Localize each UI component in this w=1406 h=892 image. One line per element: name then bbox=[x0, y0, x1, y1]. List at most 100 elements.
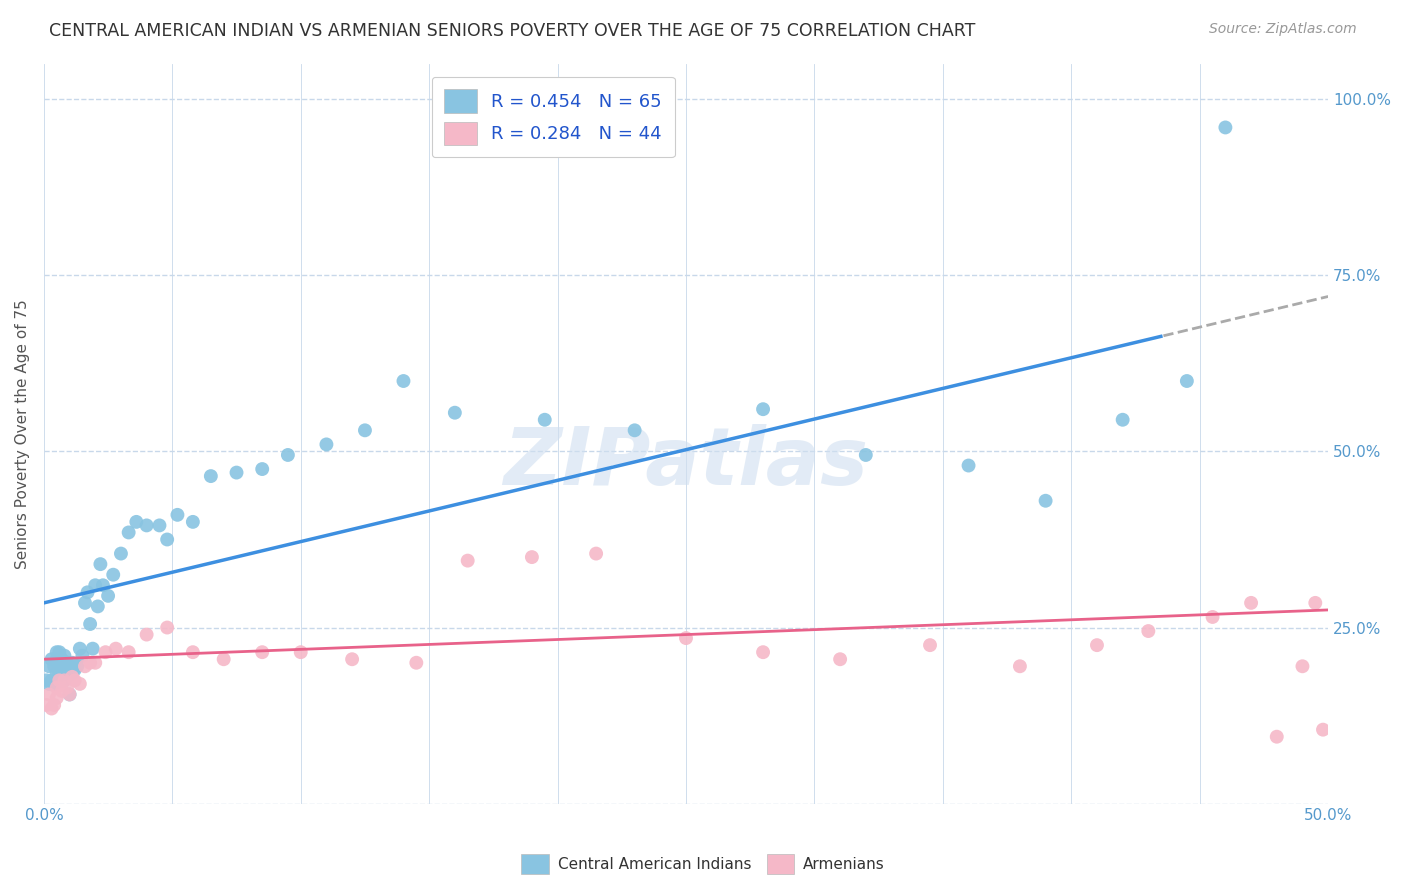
Point bbox=[45, 652, 67, 666]
Point bbox=[675, 631, 697, 645]
Point bbox=[51, 656, 73, 670]
Point bbox=[58, 663, 80, 677]
Point bbox=[63, 663, 86, 677]
Point bbox=[53, 666, 76, 681]
Point bbox=[51, 673, 73, 688]
Point bbox=[41, 673, 63, 688]
Point bbox=[41, 652, 63, 666]
Point bbox=[623, 423, 645, 437]
Text: Source: ZipAtlas.com: Source: ZipAtlas.com bbox=[1209, 22, 1357, 37]
Point bbox=[45, 681, 67, 695]
Point bbox=[89, 557, 111, 571]
Point bbox=[79, 656, 101, 670]
Text: CENTRAL AMERICAN INDIAN VS ARMENIAN SENIORS POVERTY OVER THE AGE OF 75 CORRELATI: CENTRAL AMERICAN INDIAN VS ARMENIAN SENI… bbox=[49, 22, 976, 40]
Point bbox=[118, 525, 141, 540]
Point bbox=[290, 645, 312, 659]
Point bbox=[72, 648, 94, 663]
Point bbox=[63, 673, 86, 688]
Point bbox=[110, 547, 132, 561]
Point bbox=[38, 677, 60, 691]
Point bbox=[69, 677, 91, 691]
Point bbox=[277, 448, 299, 462]
Point bbox=[82, 641, 104, 656]
Point bbox=[156, 533, 179, 547]
Point bbox=[35, 698, 58, 712]
Point bbox=[166, 508, 188, 522]
Point bbox=[200, 469, 222, 483]
Point bbox=[56, 666, 79, 681]
Point bbox=[60, 666, 83, 681]
Point bbox=[1240, 596, 1263, 610]
Point bbox=[340, 652, 363, 666]
Point bbox=[752, 402, 775, 417]
Point bbox=[73, 659, 96, 673]
Point bbox=[405, 656, 427, 670]
Point bbox=[957, 458, 980, 473]
Point bbox=[118, 645, 141, 659]
Point bbox=[45, 645, 67, 659]
Point bbox=[315, 437, 337, 451]
Point bbox=[48, 645, 70, 659]
Point bbox=[84, 578, 107, 592]
Point bbox=[444, 406, 467, 420]
Point bbox=[156, 621, 179, 635]
Point bbox=[520, 550, 543, 565]
Point bbox=[45, 690, 67, 705]
Point bbox=[69, 641, 91, 656]
Point bbox=[1312, 723, 1334, 737]
Point bbox=[1291, 659, 1313, 673]
Point bbox=[1085, 638, 1108, 652]
Point bbox=[53, 673, 76, 688]
Point bbox=[79, 617, 101, 632]
Point bbox=[181, 645, 204, 659]
Point bbox=[48, 666, 70, 681]
Point bbox=[125, 515, 148, 529]
Point bbox=[855, 448, 877, 462]
Point bbox=[1215, 120, 1237, 135]
Point bbox=[38, 659, 60, 673]
Point bbox=[148, 518, 170, 533]
Point bbox=[91, 578, 114, 592]
Point bbox=[60, 670, 83, 684]
Point bbox=[51, 684, 73, 698]
Point bbox=[250, 462, 273, 476]
Point bbox=[212, 652, 235, 666]
Point bbox=[354, 423, 377, 437]
Point bbox=[918, 638, 941, 652]
Point bbox=[1175, 374, 1198, 388]
Point bbox=[830, 652, 852, 666]
Point bbox=[58, 688, 80, 702]
Point bbox=[1137, 624, 1160, 638]
Point bbox=[1201, 610, 1223, 624]
Point bbox=[1035, 493, 1057, 508]
Point bbox=[1265, 730, 1288, 744]
Point bbox=[76, 585, 98, 599]
Point bbox=[56, 656, 79, 670]
Point bbox=[104, 641, 127, 656]
Point bbox=[58, 659, 80, 673]
Point bbox=[103, 567, 125, 582]
Point bbox=[41, 701, 63, 715]
Point bbox=[585, 547, 607, 561]
Point bbox=[225, 466, 247, 480]
Point bbox=[53, 648, 76, 663]
Point bbox=[752, 645, 775, 659]
Point bbox=[135, 627, 157, 641]
Point bbox=[66, 659, 89, 673]
Point bbox=[97, 589, 120, 603]
Point bbox=[1111, 413, 1133, 427]
Point bbox=[84, 656, 107, 670]
Point bbox=[45, 666, 67, 681]
Point bbox=[250, 645, 273, 659]
Legend: Central American Indians, Armenians: Central American Indians, Armenians bbox=[515, 848, 891, 880]
Y-axis label: Seniors Poverty Over the Age of 75: Seniors Poverty Over the Age of 75 bbox=[15, 299, 30, 569]
Point bbox=[135, 518, 157, 533]
Point bbox=[73, 596, 96, 610]
Point bbox=[56, 681, 79, 695]
Point bbox=[94, 645, 117, 659]
Point bbox=[1303, 596, 1326, 610]
Point bbox=[60, 656, 83, 670]
Point bbox=[87, 599, 110, 614]
Point bbox=[392, 374, 415, 388]
Point bbox=[44, 677, 66, 691]
